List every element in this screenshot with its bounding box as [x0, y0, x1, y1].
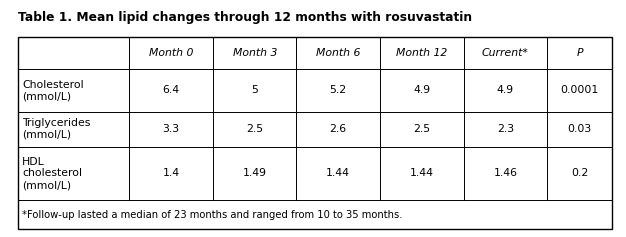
Text: Month 0: Month 0 — [149, 48, 193, 58]
Text: 6.4: 6.4 — [163, 85, 180, 96]
Text: 1.44: 1.44 — [326, 169, 350, 178]
Text: 2.5: 2.5 — [413, 124, 430, 134]
Text: 3.3: 3.3 — [163, 124, 180, 134]
Bar — [18, 37, 612, 229]
Text: 5: 5 — [251, 85, 258, 96]
Text: Table 1. Mean lipid changes through 12 months with rosuvastatin: Table 1. Mean lipid changes through 12 m… — [18, 11, 471, 24]
Text: 2.6: 2.6 — [330, 124, 347, 134]
Text: Current*: Current* — [482, 48, 529, 58]
Text: 0.03: 0.03 — [568, 124, 592, 134]
Text: 4.9: 4.9 — [413, 85, 430, 96]
Text: Triglycerides
(mmol/L): Triglycerides (mmol/L) — [22, 118, 90, 140]
Text: 1.49: 1.49 — [243, 169, 267, 178]
Text: 2.3: 2.3 — [497, 124, 514, 134]
Text: 5.2: 5.2 — [330, 85, 347, 96]
Text: Month 3: Month 3 — [232, 48, 277, 58]
Text: Month 6: Month 6 — [316, 48, 361, 58]
Text: Month 12: Month 12 — [396, 48, 448, 58]
Text: 4.9: 4.9 — [497, 85, 514, 96]
Text: HDL
cholesterol
(mmol/L): HDL cholesterol (mmol/L) — [22, 157, 82, 190]
Text: 1.4: 1.4 — [163, 169, 180, 178]
Text: *Follow-up lasted a median of 23 months and ranged from 10 to 35 months.: *Follow-up lasted a median of 23 months … — [22, 210, 403, 219]
Text: 2.5: 2.5 — [246, 124, 264, 134]
Text: 0.0001: 0.0001 — [560, 85, 599, 96]
Text: 1.46: 1.46 — [493, 169, 517, 178]
Text: Cholesterol
(mmol/L): Cholesterol (mmol/L) — [22, 80, 83, 101]
Text: 1.44: 1.44 — [410, 169, 434, 178]
Text: 0.2: 0.2 — [571, 169, 588, 178]
Text: P: P — [577, 48, 583, 58]
